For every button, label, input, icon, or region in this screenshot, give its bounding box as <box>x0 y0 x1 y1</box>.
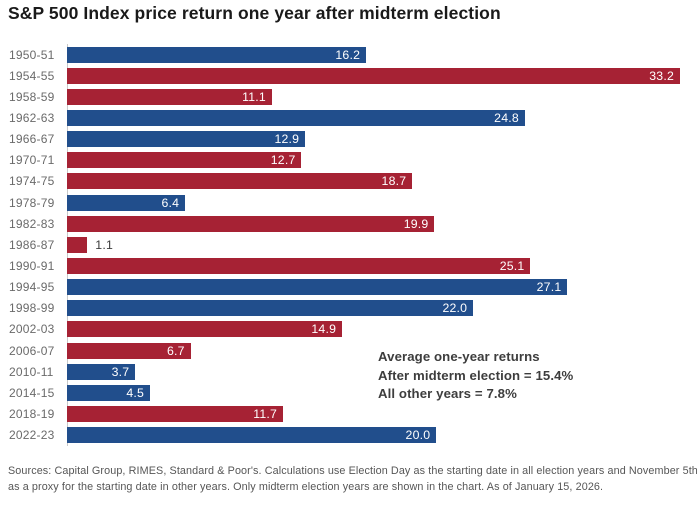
value-label: 12.9 <box>274 132 300 147</box>
value-label: 1.1 <box>95 237 113 252</box>
bar-row: 2018-19 11.7 <box>0 403 697 424</box>
value-label: 4.5 <box>126 385 145 400</box>
bar-row: 2006-07 6.7 <box>0 340 697 361</box>
year-label: 1986-87 <box>9 237 55 252</box>
bar-row: 1966-67 12.9 <box>0 129 697 150</box>
average-returns-annotation: Average one-year returns After midterm e… <box>378 348 573 404</box>
bar-row: 1990-91 25.1 <box>0 255 697 276</box>
bar: 6.7 <box>67 342 191 359</box>
bar-row: 2022-23 20.0 <box>0 425 697 446</box>
bar-row: 2010-11 3.7 <box>0 361 697 382</box>
bar-row: 1994-95 27.1 <box>0 277 697 298</box>
year-label: 1966-67 <box>9 132 55 147</box>
year-label: 2022-23 <box>9 428 55 443</box>
value-label: 12.7 <box>270 153 296 168</box>
year-label: 1962-63 <box>9 110 55 125</box>
year-label: 1950-51 <box>9 47 55 62</box>
bar-row: 1974-75 18.7 <box>0 171 697 192</box>
bar-chart: 1950-51 16.2 1954-55 33.2 1958-59 11.1 1962-63… <box>0 44 697 446</box>
value-label: 6.7 <box>167 343 185 358</box>
year-label: 2006-07 <box>9 343 55 358</box>
value-label: 33.2 <box>649 68 674 83</box>
bar: 33.2 <box>67 67 680 84</box>
bar: 14.9 <box>67 321 343 338</box>
bar: 20.0 <box>67 427 437 444</box>
value-label: 16.2 <box>335 47 361 62</box>
year-label: 1970-71 <box>9 153 55 168</box>
annotation-line: After midterm election = 15.4% <box>378 367 574 383</box>
bar-row: 1978-79 6.4 <box>0 192 697 213</box>
bar <box>67 236 88 253</box>
bar: 6.4 <box>67 194 186 211</box>
value-label: 27.1 <box>536 280 562 295</box>
source-note: Sources: Capital Group, RIMES, Standard … <box>8 464 697 496</box>
year-label: 2018-19 <box>9 406 55 421</box>
bar-row: 1970-71 12.7 <box>0 150 697 171</box>
year-label: 2010-11 <box>9 364 54 379</box>
bar-row: 2002-03 14.9 <box>0 319 697 340</box>
value-label: 24.8 <box>494 110 519 125</box>
value-label: 18.7 <box>381 174 407 189</box>
bar-row: 1986-87 1.1 <box>0 234 697 255</box>
bar-row: 1982-83 19.9 <box>0 213 697 234</box>
value-label: 22.0 <box>442 301 468 316</box>
bar: 25.1 <box>67 257 531 274</box>
bar-row: 1954-55 33.2 <box>0 65 697 86</box>
source-line: Sources: Capital Group, RIMES, Standard … <box>8 465 697 477</box>
value-label: 11.1 <box>242 89 266 104</box>
bar-row: 1962-63 24.8 <box>0 107 697 128</box>
bar: 27.1 <box>67 279 568 296</box>
year-label: 2014-15 <box>9 385 55 400</box>
bar: 24.8 <box>67 109 525 126</box>
annotation-line: Average one-year returns <box>378 349 540 364</box>
bar: 12.9 <box>67 131 306 148</box>
bar: 11.7 <box>67 405 284 422</box>
value-label: 25.1 <box>499 258 525 273</box>
year-label: 2002-03 <box>9 322 55 337</box>
year-label: 1958-59 <box>9 89 55 104</box>
value-label: 6.4 <box>161 195 180 210</box>
bar: 11.1 <box>67 88 272 105</box>
value-label: 14.9 <box>311 322 337 337</box>
bar: 22.0 <box>67 300 474 317</box>
value-label: 19.9 <box>403 216 429 231</box>
bar: 4.5 <box>67 384 151 401</box>
value-label: 11.7 <box>253 406 278 421</box>
bar: 3.7 <box>67 363 136 380</box>
bar: 16.2 <box>67 46 367 63</box>
value-label: 3.7 <box>111 364 130 379</box>
bar: 12.7 <box>67 152 302 169</box>
year-label: 1982-83 <box>9 216 55 231</box>
source-line: as a proxy for the starting date in othe… <box>8 480 604 493</box>
bar-row: 1958-59 11.1 <box>0 86 697 107</box>
bar: 19.9 <box>67 215 435 232</box>
annotation-line: All other years = 7.8% <box>378 386 517 402</box>
year-label: 1990-91 <box>9 258 55 273</box>
bar-row: 2014-15 4.5 <box>0 382 697 403</box>
chart-title: S&P 500 Index price return one year afte… <box>8 3 501 23</box>
bar-row: 1950-51 16.2 <box>0 44 697 65</box>
year-label: 1974-75 <box>9 174 55 189</box>
year-label: 1998-99 <box>9 301 55 316</box>
bar-row: 1998-99 22.0 <box>0 298 697 319</box>
value-label: 20.0 <box>405 428 431 443</box>
year-label: 1978-79 <box>9 195 55 210</box>
year-label: 1954-55 <box>9 68 55 83</box>
year-label: 1994-95 <box>9 280 55 295</box>
bar: 18.7 <box>67 173 413 190</box>
